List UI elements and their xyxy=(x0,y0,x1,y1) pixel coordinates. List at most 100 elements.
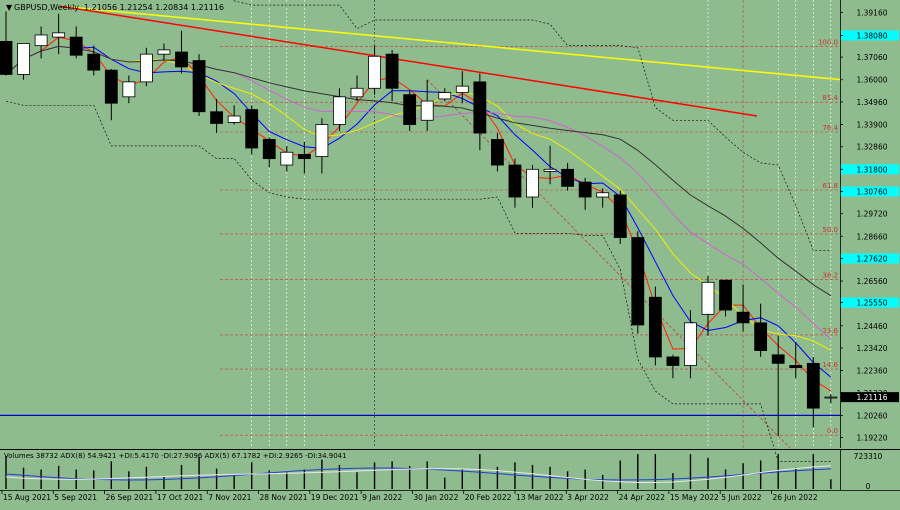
y-tick-label: 1.31800 xyxy=(856,165,887,174)
y-tick-label: 1.23420 xyxy=(856,344,887,353)
candle-body xyxy=(69,36,83,56)
x-tick-label: 9 Jan 2022 xyxy=(362,493,402,502)
candle xyxy=(824,394,838,404)
x-tick-label: 20 Feb 2022 xyxy=(465,493,512,502)
candle xyxy=(806,356,820,428)
y-tick-label: 1.25550 xyxy=(856,299,887,308)
candle-body xyxy=(333,96,346,125)
candle xyxy=(122,75,136,104)
candle xyxy=(87,45,101,76)
trend-line-yellow xyxy=(59,5,843,81)
candle xyxy=(333,88,346,131)
x-tick-label: 7 Nov 2021 xyxy=(208,493,251,502)
y-tick-label: 1.24460 xyxy=(856,322,887,331)
volume-scale-label: 723310 xyxy=(854,452,883,461)
candle-body xyxy=(52,32,66,38)
symbol-label: GBPUSD,Weekly xyxy=(14,3,79,12)
y-tick-label: 1.26560 xyxy=(856,277,887,286)
candle-body xyxy=(490,139,504,166)
x-tick-label: 17 Oct 2021 xyxy=(157,493,204,502)
candle-body xyxy=(210,111,224,124)
candle xyxy=(297,141,311,174)
candle-body xyxy=(754,322,768,351)
candle-body xyxy=(368,55,381,89)
fib-level-label: 38.2 xyxy=(822,271,838,279)
candle-body xyxy=(561,168,574,187)
candle-body xyxy=(648,296,662,358)
candle-body xyxy=(350,87,364,98)
candle-body xyxy=(87,53,101,71)
candle xyxy=(508,158,522,208)
volume-indicator-label: Volumes 38732 ADX(8) 54.9421 +DI:5.4170 … xyxy=(4,452,347,460)
x-tick-label: 26 Jun 2022 xyxy=(773,493,818,502)
candle xyxy=(175,30,188,74)
candle xyxy=(192,54,206,116)
candle-body xyxy=(280,151,294,166)
candle xyxy=(631,231,645,334)
candle xyxy=(350,75,364,102)
y-tick-label: 1.38080 xyxy=(856,31,887,40)
x-tick-label: 30 Jan 2022 xyxy=(413,493,458,502)
candle xyxy=(438,88,452,102)
candle-body xyxy=(175,51,188,68)
candle xyxy=(473,73,487,151)
candle-body xyxy=(613,194,627,238)
candle xyxy=(701,275,715,336)
x-tick-label: 13 Mar 2022 xyxy=(516,493,564,502)
candle-body xyxy=(736,311,750,324)
fib-layer: 100.0 85.4 76.4 61.8 50.0 38.2 23.6 14.6 0.0 xyxy=(0,39,840,436)
candle xyxy=(0,11,13,76)
candle xyxy=(455,71,469,104)
x-axis: 15 Aug 2021 5 Sep 2021 26 Sep 2021 17 Oct 2… xyxy=(0,490,900,502)
candles-layer xyxy=(0,11,838,436)
candle-body xyxy=(34,34,48,47)
candle xyxy=(789,342,803,379)
candle-body xyxy=(526,168,539,198)
candle-body xyxy=(192,60,206,113)
y-tick-highlight xyxy=(841,164,899,175)
candle xyxy=(754,303,768,357)
candle xyxy=(262,137,276,168)
fib-level-label: 23.6 xyxy=(822,327,838,335)
y-tick-label: 1.22360 xyxy=(856,367,887,376)
y-tick-label: 1.33900 xyxy=(856,121,887,130)
y-tick-highlight xyxy=(841,297,899,308)
candle-body xyxy=(104,69,118,104)
candle-body xyxy=(578,181,592,198)
candle xyxy=(420,79,434,131)
candle-body xyxy=(420,100,434,121)
candle xyxy=(648,286,662,366)
x-tick-label: 26 Sep 2021 xyxy=(106,493,154,502)
x-tick-label: 19 Dec 2021 xyxy=(311,493,359,502)
trendline-layer xyxy=(59,5,843,449)
candle-body xyxy=(666,356,680,366)
fib-level-label: 76.4 xyxy=(822,124,838,132)
y-tick-highlight xyxy=(841,392,899,403)
volume-zero-label: 0 xyxy=(866,482,871,491)
fib-level-label: 100.0 xyxy=(818,39,838,47)
candle-body xyxy=(824,396,838,399)
y-tick-label: 1.29720 xyxy=(856,210,887,219)
y-tick-label: 1.30760 xyxy=(856,187,887,196)
candle xyxy=(139,47,153,87)
band-upper xyxy=(232,0,831,251)
y-tick-label: 1.32860 xyxy=(856,143,887,152)
candle xyxy=(684,310,697,379)
candle xyxy=(280,145,294,172)
fib-level-label: 85.4 xyxy=(822,94,838,102)
y-tick-label: 1.20260 xyxy=(856,411,887,420)
x-tick-label: 5 Sep 2021 xyxy=(54,493,97,502)
x-tick-label: 5 Jun 2022 xyxy=(721,493,762,502)
y-tick-label: 1.19220 xyxy=(856,434,887,443)
fib-level-label: 14.6 xyxy=(822,361,838,369)
candle-body xyxy=(297,153,311,160)
candle xyxy=(385,49,399,102)
y-tick-label: 1.27620 xyxy=(856,254,887,263)
candle xyxy=(578,177,592,210)
y-axis: 1.39160 1.38080 1.37060 1.36000 1.34960 1.339… xyxy=(840,0,899,448)
candle xyxy=(719,279,732,317)
candle xyxy=(104,69,118,121)
candle xyxy=(315,118,329,174)
